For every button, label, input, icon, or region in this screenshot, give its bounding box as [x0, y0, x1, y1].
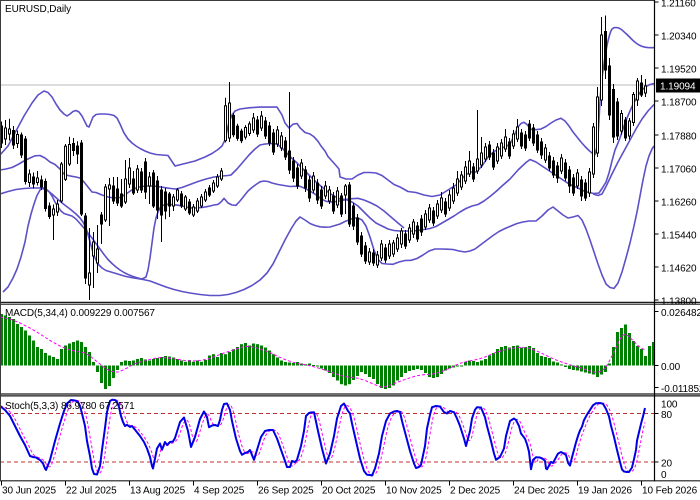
svg-text:0.00: 0.00	[661, 362, 681, 373]
svg-text:100: 100	[661, 400, 678, 411]
svg-text:1.16260: 1.16260	[661, 198, 697, 209]
svg-text:MACD(5,34,4) 0.009229 0.007567: MACD(5,34,4) 0.009229 0.007567	[5, 308, 155, 319]
svg-text:1.20340: 1.20340	[661, 32, 697, 43]
svg-text:1.21160: 1.21160	[661, 0, 696, 10]
svg-text:1.17060: 1.17060	[661, 165, 697, 176]
svg-text:20 Oct 2025: 20 Oct 2025	[322, 486, 376, 497]
svg-text:1.17880: 1.17880	[661, 132, 697, 143]
svg-text:EURUSD,Daily: EURUSD,Daily	[5, 4, 71, 15]
svg-text:24 Dec 2025: 24 Dec 2025	[514, 486, 570, 497]
svg-text:2 Dec 2025: 2 Dec 2025	[450, 486, 501, 497]
svg-text:1.15440: 1.15440	[661, 231, 697, 242]
svg-text:1.18700: 1.18700	[661, 98, 697, 109]
svg-text:0: 0	[661, 470, 667, 481]
svg-text:19 Jan 2026: 19 Jan 2026	[578, 486, 632, 497]
svg-text:30 Jun 2025: 30 Jun 2025	[2, 486, 56, 497]
svg-text:-0.011852: -0.011852	[661, 384, 700, 395]
svg-text:0.026482: 0.026482	[661, 308, 700, 319]
svg-text:22 Jul 2025: 22 Jul 2025	[66, 486, 117, 497]
svg-text:4 Sep 2025: 4 Sep 2025	[194, 486, 245, 497]
svg-text:10 Nov 2025: 10 Nov 2025	[386, 486, 442, 497]
svg-text:20: 20	[661, 459, 672, 470]
svg-text:26 Sep 2025: 26 Sep 2025	[258, 486, 314, 497]
svg-text:1.14620: 1.14620	[661, 264, 697, 275]
svg-text:1.19520: 1.19520	[661, 65, 697, 76]
svg-text:80: 80	[661, 410, 672, 421]
svg-text:Stoch(5,3,3) 86.9780 67.2571: Stoch(5,3,3) 86.9780 67.2571	[5, 401, 135, 412]
svg-text:1.19094: 1.19094	[660, 82, 696, 93]
svg-text:1.13800: 1.13800	[661, 297, 697, 308]
svg-text:13 Aug 2025: 13 Aug 2025	[130, 486, 186, 497]
svg-text:10 Feb 2026: 10 Feb 2026	[642, 486, 698, 497]
